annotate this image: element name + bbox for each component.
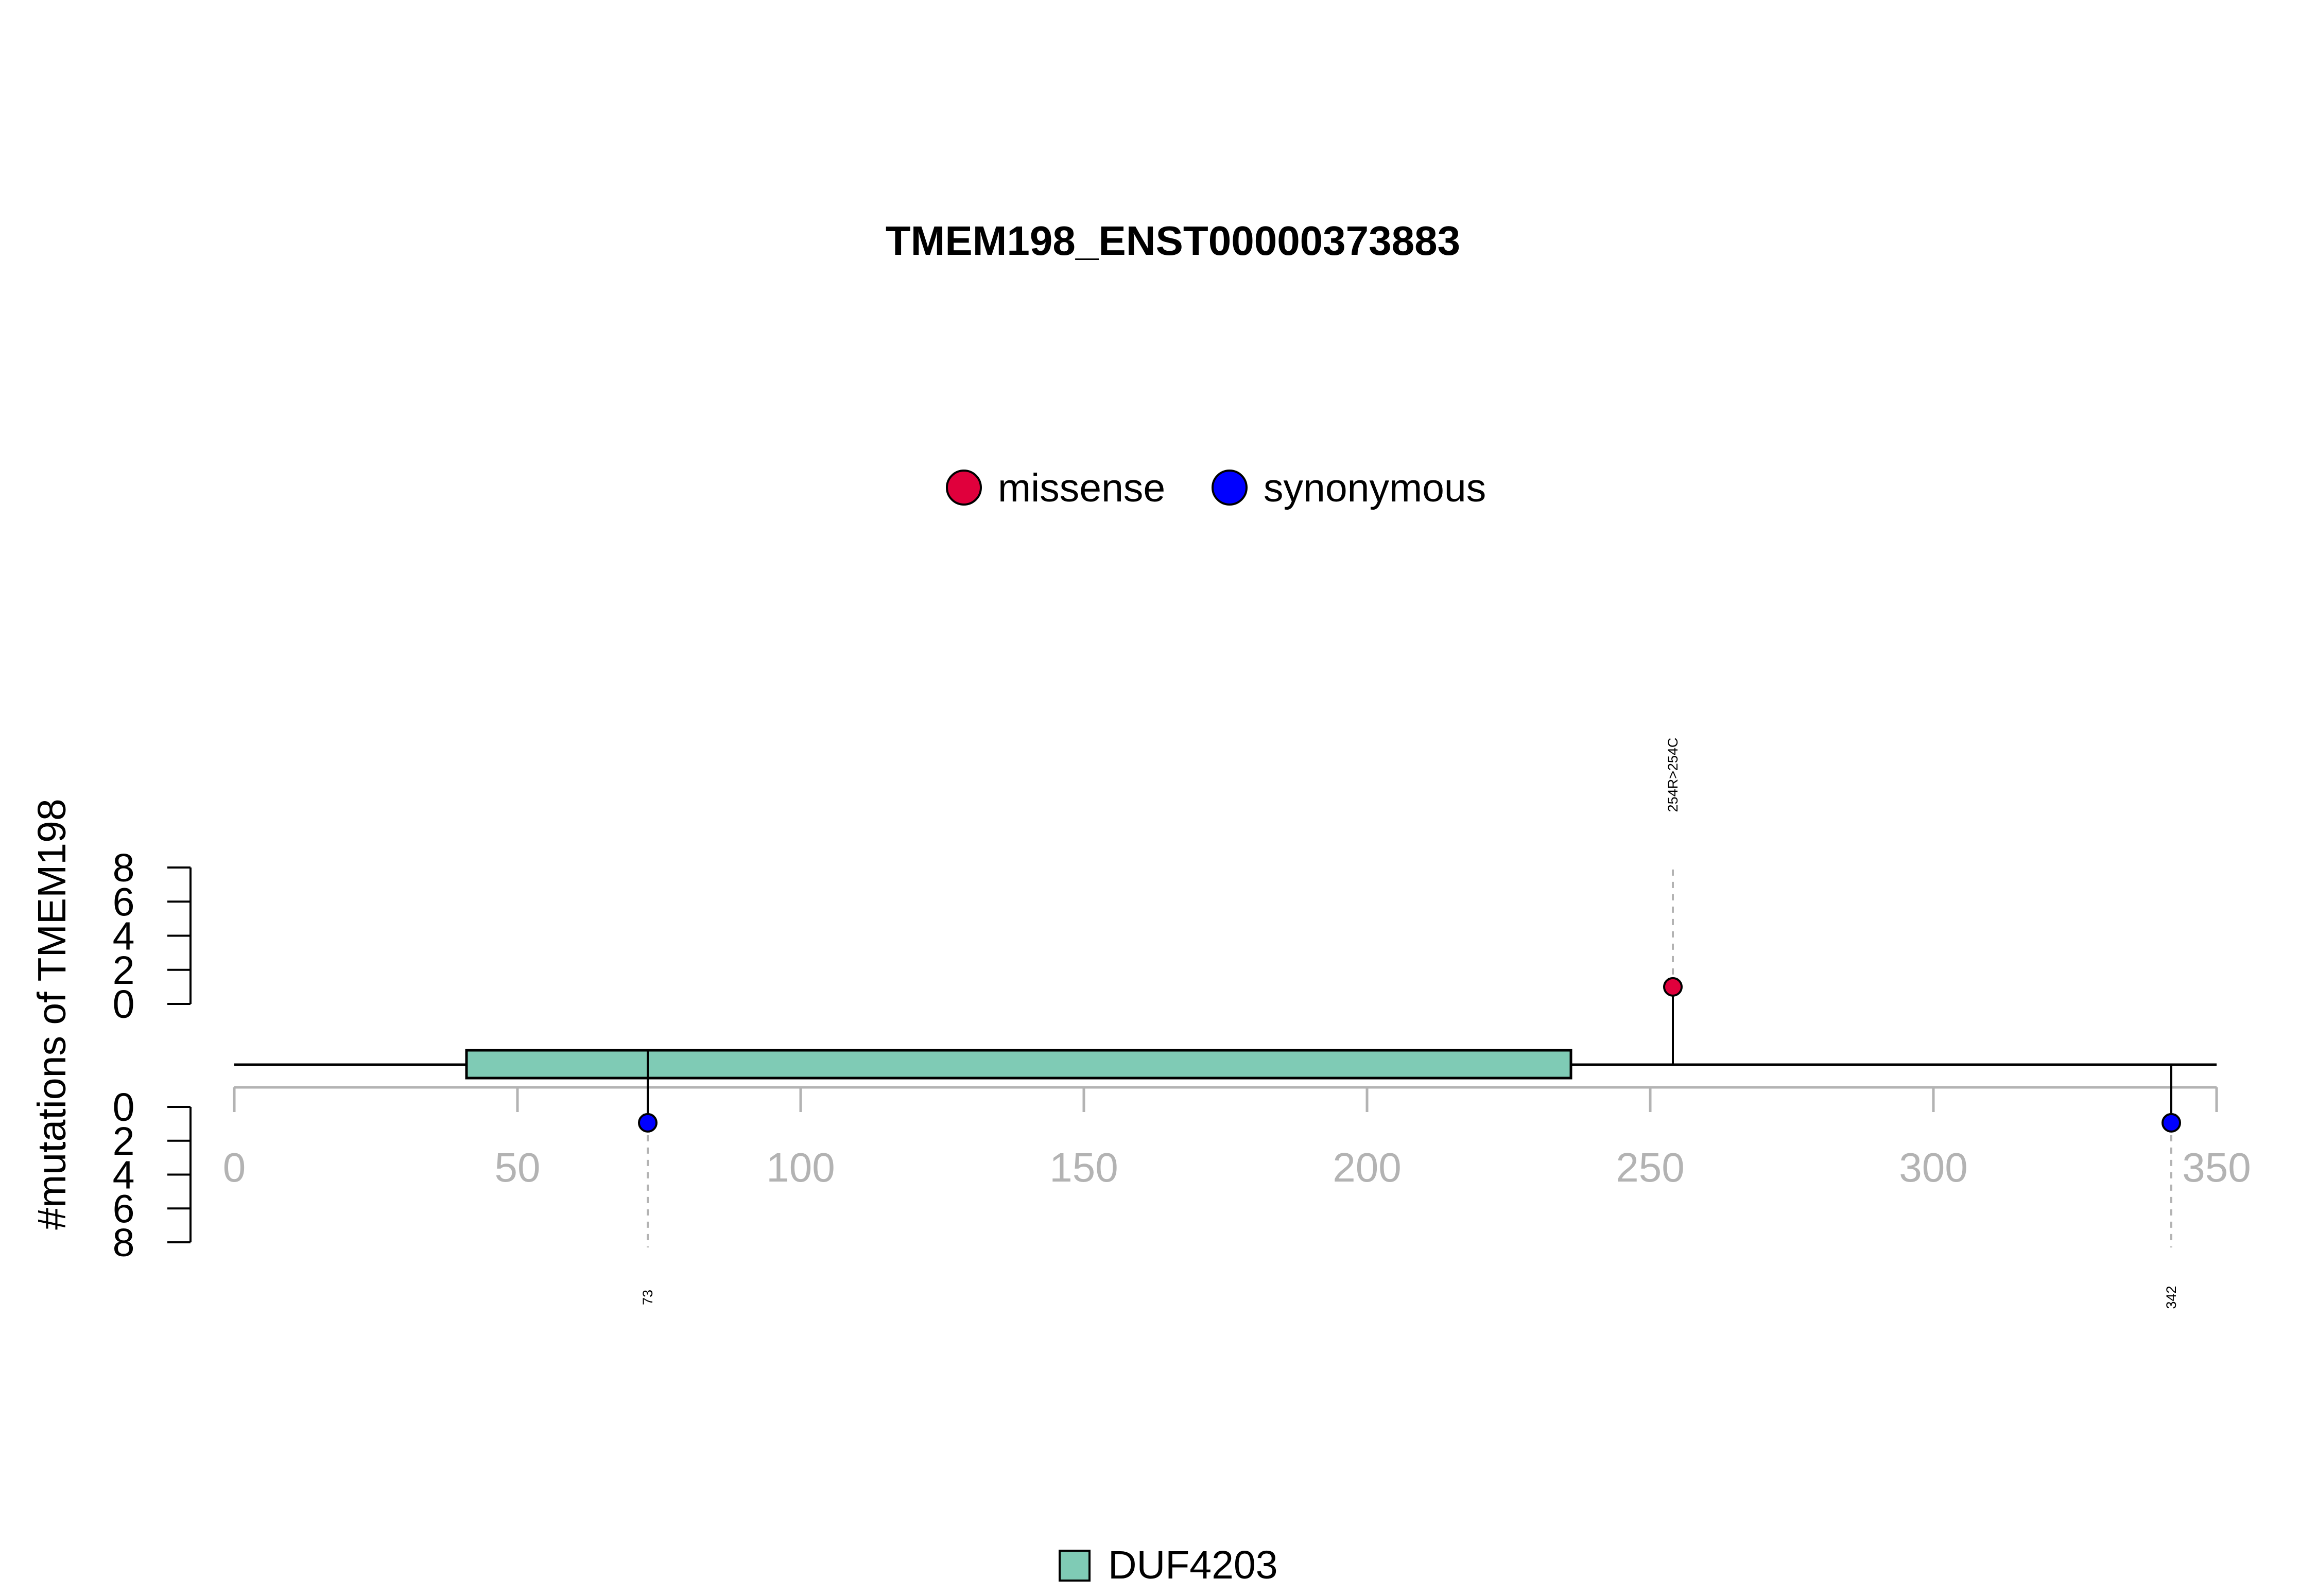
x-tick-label: 200: [1333, 1144, 1401, 1190]
legend-missense-label: missense: [998, 466, 1165, 510]
y-tick-label-top: 0: [113, 982, 135, 1027]
legend-duf4203-label: DUF4203: [1108, 1543, 1278, 1587]
domain-box: [465, 1049, 1572, 1080]
x-tick-label: 250: [1616, 1144, 1684, 1190]
y-tick-label-bottom: 0: [113, 1085, 135, 1130]
x-axis: 0 50 100 150 200 250 300 350: [223, 1086, 2251, 1190]
mutation-label: 342: [2164, 1286, 2179, 1309]
mutation-point: [1663, 977, 1683, 997]
y-tick-label-bottom: 2: [113, 1119, 135, 1164]
y-tick-label-bottom: 4: [113, 1153, 135, 1198]
x-tick-label: 350: [2182, 1144, 2251, 1190]
y-axis-label: #mutations of TMEM198: [30, 799, 74, 1229]
legend-duf4203-swatch: [1059, 1550, 1091, 1582]
mutation-label: 73: [640, 1290, 655, 1305]
y-tick-label-top: 8: [113, 846, 135, 890]
mutation-point: [638, 1113, 658, 1133]
domain-legend: DUF4203: [1059, 1543, 1278, 1587]
x-tick-label: 300: [1899, 1144, 1967, 1190]
legend-synonymous-marker: [1212, 470, 1248, 506]
domain-boxes: [465, 1049, 1572, 1080]
mutation-label: 254R>254C: [1665, 738, 1681, 812]
mutation-point: [2162, 1113, 2181, 1133]
y-tick-label-top: 2: [113, 948, 135, 993]
mutation-lollipops: 254R>254C 73 342: [638, 738, 2181, 1309]
x-tick-label: 100: [766, 1144, 835, 1190]
chart-title: TMEM198_ENST00000373883: [886, 218, 1460, 264]
x-tick-label: 150: [1049, 1144, 1118, 1190]
y-tick-label-top: 6: [113, 880, 135, 924]
x-tick-label: 0: [223, 1144, 246, 1190]
y-tick-label-bottom: 6: [113, 1187, 135, 1231]
y-tick-label-bottom: 8: [113, 1221, 135, 1265]
legend-missense-marker: [946, 470, 982, 506]
x-tick-label: 50: [495, 1144, 541, 1190]
legend-synonymous-label: synonymous: [1264, 466, 1486, 510]
mutation-type-legend: missense synonymous: [946, 466, 1486, 510]
y-tick-label-top: 4: [113, 914, 135, 959]
